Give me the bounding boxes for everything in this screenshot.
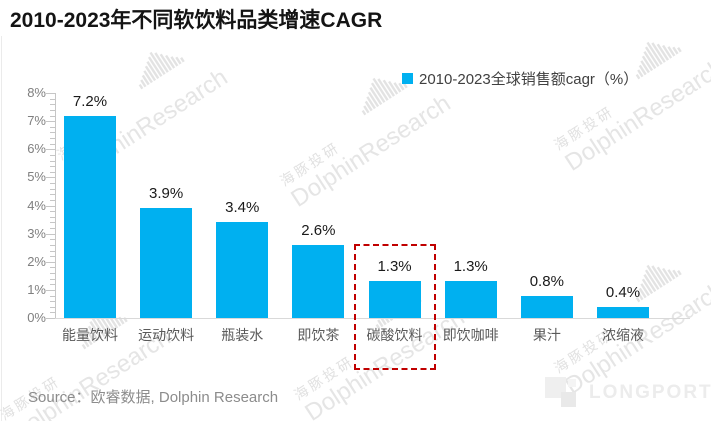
y-axis-major-tick <box>46 149 55 151</box>
longport-logo-icon <box>545 377 577 409</box>
y-axis-label: 5% <box>27 169 46 185</box>
soundwave-icon <box>81 311 128 350</box>
soundwave-icon <box>635 41 682 80</box>
y-axis-label: 8% <box>27 85 46 100</box>
y-axis-major-tick <box>46 93 55 94</box>
bar-value-label: 7.2% <box>72 92 108 110</box>
y-axis-major-tick <box>46 289 55 291</box>
y-axis-label: 1% <box>27 281 46 297</box>
y-axis-minor-tick <box>50 98 55 100</box>
x-axis-label: 能量饮料 <box>62 327 118 343</box>
bar-果汁 <box>520 295 573 318</box>
y-axis-minor-tick <box>50 256 55 258</box>
y-axis-minor-tick <box>50 267 55 269</box>
x-axis-label: 即饮咖啡 <box>442 327 499 343</box>
y-axis-minor-tick <box>50 154 55 156</box>
y-axis-minor-tick <box>50 115 55 117</box>
y-axis-minor-tick <box>50 143 55 145</box>
bar-浓缩液 <box>596 306 649 318</box>
y-axis-minor-tick <box>50 171 55 173</box>
y-axis-label: 2% <box>27 253 46 269</box>
y-axis-minor-tick <box>50 284 55 286</box>
source-note: Source：欧睿数据, Dolphin Research <box>28 389 279 406</box>
y-axis-minor-tick <box>50 126 55 128</box>
y-axis-minor-tick <box>50 109 55 111</box>
soundwave-icon <box>138 51 185 90</box>
y-axis-major-tick <box>46 205 55 207</box>
legend-marker-icon <box>402 73 413 84</box>
y-axis-minor-tick <box>50 216 55 218</box>
y-axis-line <box>55 93 56 319</box>
y-axis-minor-tick <box>50 211 55 213</box>
y-axis-minor-tick <box>50 306 55 308</box>
legend: 2010-2023全球销售额cagr（%） <box>402 68 638 89</box>
longport-wordmark: LONGPORT <box>589 382 711 403</box>
y-axis-minor-tick <box>50 228 55 229</box>
y-axis-minor-tick <box>50 301 55 303</box>
y-axis-minor-tick <box>50 250 55 252</box>
bar-碳酸饮料 <box>368 281 421 318</box>
soundwave-icon <box>635 264 682 303</box>
highlight-box <box>353 244 436 370</box>
y-axis-minor-tick <box>50 166 55 168</box>
y-axis-major-tick <box>46 261 55 263</box>
bar-value-label: 1.3% <box>377 258 412 276</box>
y-axis-minor-tick <box>50 222 55 224</box>
y-axis-label: 3% <box>27 225 46 241</box>
y-axis-minor-tick <box>50 295 55 297</box>
x-axis-baseline <box>55 318 690 319</box>
y-axis-minor-tick <box>50 199 55 201</box>
bar-value-label: 3.4% <box>225 199 260 217</box>
x-axis-label: 浓缩液 <box>601 327 644 343</box>
y-axis-minor-tick <box>50 312 55 314</box>
chart-title: 2010-2023年不同软饮料品类增速CAGR <box>10 9 383 32</box>
y-axis-minor-tick <box>50 160 55 162</box>
y-axis-minor-tick <box>50 239 55 241</box>
bar-value-label: 0.4% <box>605 283 641 301</box>
bar-value-label: 0.8% <box>529 272 564 290</box>
legend-label: 2010-2023全球销售额cagr（%） <box>419 71 639 88</box>
y-axis-label: 0% <box>27 310 46 325</box>
y-axis-minor-tick <box>50 273 55 274</box>
x-axis-label: 瓶装水 <box>221 327 264 343</box>
frame-border <box>1 36 2 421</box>
x-axis-label: 运动饮料 <box>138 327 195 343</box>
x-axis-label: 即饮茶 <box>297 327 340 343</box>
y-axis-label: 6% <box>27 141 46 157</box>
y-axis-minor-tick <box>50 183 55 184</box>
bar-value-label: 1.3% <box>453 258 488 276</box>
bar-即饮咖啡 <box>444 281 497 318</box>
bar-能量饮料 <box>64 115 116 318</box>
x-axis-label: 果汁 <box>532 327 561 343</box>
bar-即饮茶 <box>292 244 345 318</box>
bar-瓶装水 <box>216 222 269 318</box>
y-axis-minor-tick <box>50 278 55 280</box>
longport-watermark: LONGPORT <box>545 377 711 409</box>
y-axis-major-tick <box>46 318 55 319</box>
y-axis-major-tick <box>46 177 55 179</box>
y-axis-minor-tick <box>50 244 55 246</box>
y-axis-minor-tick <box>50 138 55 139</box>
bar-运动饮料 <box>140 208 193 318</box>
y-axis-minor-tick <box>50 188 55 190</box>
y-axis-minor-tick <box>50 132 55 134</box>
bar-value-label: 2.6% <box>301 221 336 239</box>
soundwave-icon <box>361 77 408 116</box>
y-axis-label: 4% <box>27 197 46 213</box>
y-axis-minor-tick <box>50 104 55 106</box>
y-axis-minor-tick <box>50 194 55 196</box>
y-axis-label: 7% <box>27 113 46 129</box>
y-axis-major-tick <box>46 121 55 123</box>
x-axis-label: 碳酸饮料 <box>366 327 423 343</box>
bar-value-label: 3.9% <box>149 185 184 203</box>
y-axis-major-tick <box>46 233 55 235</box>
